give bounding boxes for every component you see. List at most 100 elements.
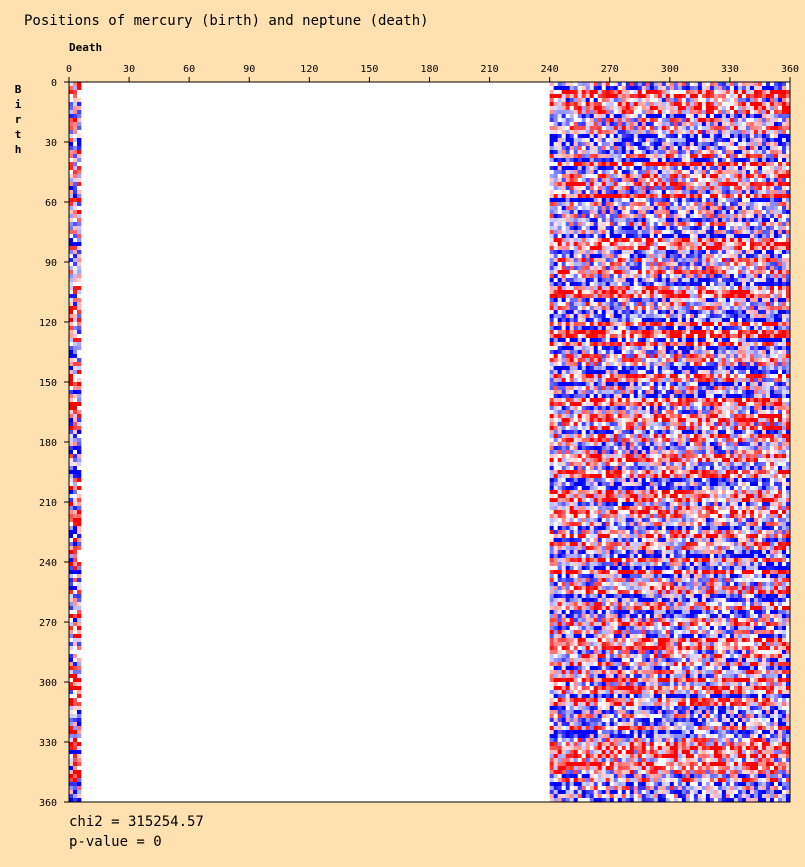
heatmap-cell bbox=[661, 122, 667, 127]
heatmap-cell bbox=[689, 270, 695, 275]
heatmap-cell bbox=[701, 370, 707, 375]
heatmap-cell bbox=[745, 90, 751, 95]
heatmap-cell bbox=[557, 270, 562, 275]
heatmap-cell bbox=[685, 154, 691, 159]
heatmap-cell bbox=[565, 334, 570, 339]
heatmap-cell bbox=[773, 354, 779, 359]
heatmap-cell bbox=[741, 146, 747, 151]
heatmap-cell bbox=[757, 126, 763, 131]
heatmap-cell bbox=[769, 86, 775, 91]
heatmap-cell bbox=[653, 322, 659, 327]
heatmap-cell bbox=[657, 206, 663, 211]
heatmap-cell bbox=[601, 170, 607, 175]
heatmap-cell bbox=[777, 134, 783, 139]
heatmap-cell bbox=[549, 314, 554, 319]
heatmap-cell bbox=[581, 186, 587, 191]
heatmap-cell bbox=[69, 498, 74, 503]
heatmap-cell bbox=[669, 278, 675, 283]
heatmap-cell bbox=[633, 354, 639, 359]
heatmap-cell bbox=[753, 278, 759, 283]
heatmap-cell bbox=[765, 226, 771, 231]
heatmap-cell bbox=[581, 378, 587, 383]
heatmap-cell bbox=[761, 190, 767, 195]
heatmap-cell bbox=[73, 370, 78, 375]
heatmap-cell bbox=[777, 146, 783, 151]
heatmap-cell bbox=[761, 354, 767, 359]
heatmap-cell bbox=[625, 170, 631, 175]
heatmap-cell bbox=[665, 362, 671, 367]
heatmap-cell bbox=[769, 166, 775, 171]
heatmap-cell bbox=[717, 254, 723, 259]
heatmap-cell bbox=[621, 202, 627, 207]
heatmap-cell bbox=[777, 358, 783, 363]
heatmap-cell bbox=[569, 334, 574, 339]
heatmap-cell bbox=[713, 198, 719, 203]
heatmap-cell bbox=[673, 194, 679, 199]
heatmap-cell bbox=[665, 134, 671, 139]
heatmap-cell bbox=[693, 142, 699, 147]
heatmap-cell bbox=[573, 134, 579, 139]
heatmap-cell bbox=[613, 358, 619, 363]
heatmap-cell bbox=[593, 234, 599, 239]
heatmap-cell bbox=[721, 294, 727, 299]
heatmap-cell bbox=[737, 158, 743, 163]
heatmap-cell bbox=[69, 114, 74, 119]
heatmap-cell bbox=[661, 286, 667, 291]
heatmap-cell bbox=[553, 366, 558, 371]
heatmap-cell bbox=[685, 102, 691, 107]
heatmap-cell bbox=[717, 118, 723, 123]
heatmap-cell bbox=[757, 190, 763, 195]
heatmap-cell bbox=[697, 146, 703, 151]
heatmap-cell bbox=[693, 182, 699, 187]
heatmap-cell bbox=[669, 366, 675, 371]
heatmap-cell bbox=[581, 342, 587, 347]
heatmap-cell bbox=[585, 106, 591, 111]
heatmap-cell bbox=[689, 82, 695, 87]
heatmap-cell bbox=[77, 470, 82, 475]
heatmap-cell bbox=[553, 346, 558, 351]
heatmap-cell bbox=[781, 342, 787, 347]
heatmap-cell bbox=[629, 290, 635, 295]
heatmap-cell bbox=[585, 162, 591, 167]
heatmap-cell bbox=[637, 282, 643, 287]
heatmap-cell bbox=[69, 402, 74, 407]
heatmap-cell bbox=[681, 318, 687, 323]
heatmap-cell bbox=[73, 778, 78, 783]
heatmap-cell bbox=[669, 98, 675, 103]
heatmap-cell bbox=[701, 166, 707, 171]
heatmap-cell bbox=[649, 158, 655, 163]
heatmap-cell bbox=[73, 382, 78, 387]
heatmap-cell bbox=[641, 262, 647, 267]
heatmap-cell bbox=[653, 354, 659, 359]
heatmap-cell bbox=[677, 294, 683, 299]
heatmap-cell bbox=[713, 238, 719, 243]
heatmap-cell bbox=[609, 170, 615, 175]
heatmap-cell bbox=[581, 162, 587, 167]
heatmap-cell bbox=[725, 314, 731, 319]
heatmap-cell bbox=[561, 258, 566, 263]
heatmap-cell bbox=[733, 234, 739, 239]
heatmap-cell bbox=[589, 262, 595, 267]
heatmap-cell bbox=[685, 210, 691, 215]
heatmap-cell bbox=[581, 226, 587, 231]
heatmap-cell bbox=[749, 374, 755, 379]
heatmap-cell bbox=[693, 294, 699, 299]
heatmap-cell bbox=[69, 286, 74, 291]
heatmap-cell bbox=[617, 298, 623, 303]
heatmap-cell bbox=[677, 266, 683, 271]
heatmap-cell bbox=[733, 334, 739, 339]
heatmap-cell bbox=[657, 102, 663, 107]
heatmap-cell bbox=[617, 246, 623, 251]
heatmap-cell bbox=[737, 286, 743, 291]
heatmap-cell bbox=[621, 230, 627, 235]
heatmap-cell bbox=[677, 374, 683, 379]
heatmap-cell bbox=[593, 142, 599, 147]
heatmap-cell bbox=[593, 278, 599, 283]
heatmap-cell bbox=[777, 170, 783, 175]
heatmap-cell bbox=[73, 118, 78, 123]
heatmap-cell bbox=[761, 106, 767, 111]
heatmap-cell bbox=[773, 370, 779, 375]
heatmap-cell bbox=[573, 318, 579, 323]
heatmap-cell bbox=[673, 370, 679, 375]
heatmap-cell bbox=[701, 122, 707, 127]
